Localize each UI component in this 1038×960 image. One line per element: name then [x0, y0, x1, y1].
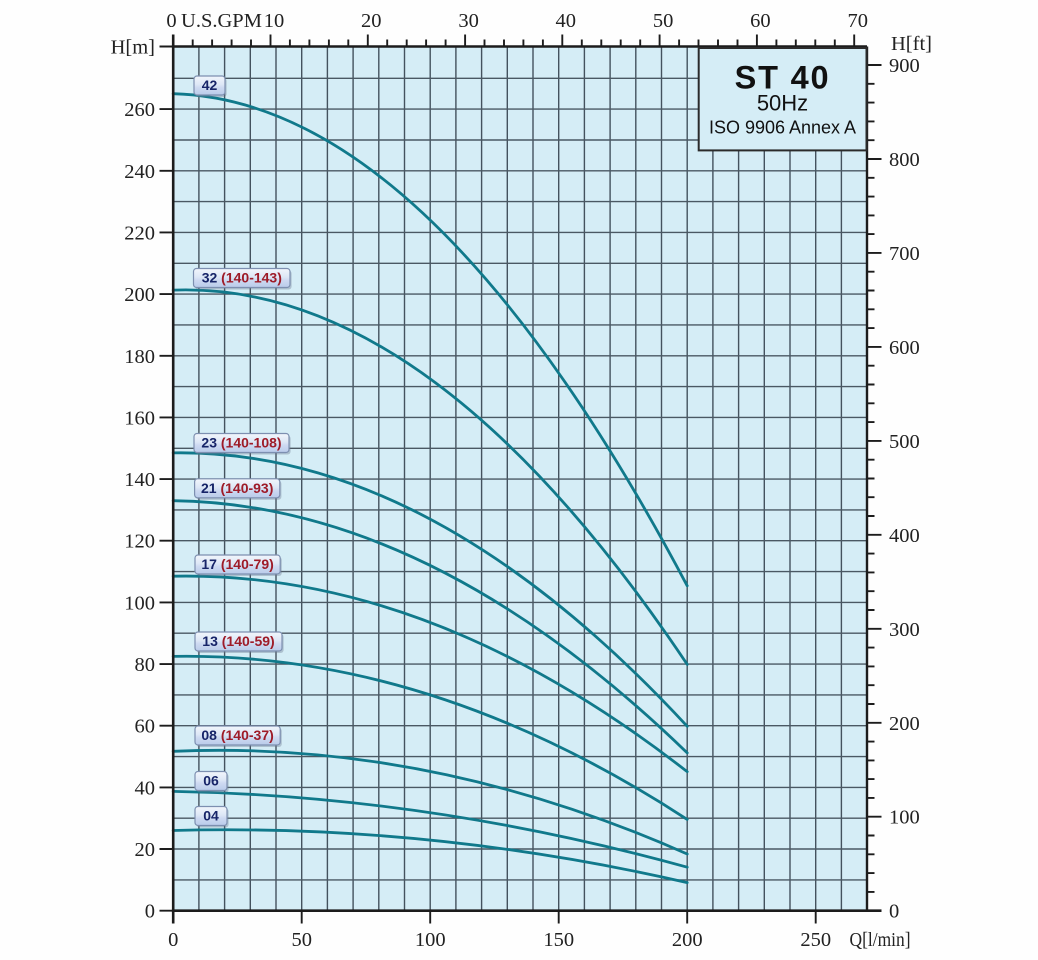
svg-text:140: 140 — [124, 469, 155, 491]
svg-text:500: 500 — [889, 431, 920, 453]
svg-text:13 (140-59): 13 (140-59) — [202, 633, 274, 649]
svg-text:U.S.GPM: U.S.GPM — [181, 10, 262, 32]
svg-text:08 (140-37): 08 (140-37) — [201, 727, 273, 743]
svg-text:60: 60 — [750, 10, 771, 32]
svg-text:30: 30 — [458, 10, 479, 32]
svg-text:H[m]: H[m] — [111, 37, 155, 59]
svg-text:260: 260 — [124, 99, 155, 121]
svg-text:23 (140-108): 23 (140-108) — [201, 435, 281, 451]
svg-text:300: 300 — [889, 619, 920, 641]
svg-text:20: 20 — [361, 10, 382, 32]
svg-text:32 (140-143): 32 (140-143) — [202, 270, 282, 286]
svg-text:ISO 9906 Annex A: ISO 9906 Annex A — [709, 118, 856, 138]
svg-text:0: 0 — [168, 929, 178, 951]
svg-text:ST 40: ST 40 — [735, 60, 831, 96]
svg-text:240: 240 — [124, 161, 155, 183]
svg-text:04: 04 — [203, 808, 219, 824]
svg-text:160: 160 — [124, 407, 155, 429]
svg-text:40: 40 — [135, 777, 156, 799]
svg-text:17 (140-79): 17 (140-79) — [201, 556, 273, 572]
svg-text:20: 20 — [135, 839, 156, 861]
svg-text:80: 80 — [135, 654, 156, 676]
svg-text:150: 150 — [543, 929, 574, 951]
svg-text:220: 220 — [124, 222, 155, 244]
svg-text:120: 120 — [124, 531, 155, 553]
svg-text:42: 42 — [202, 77, 218, 93]
svg-text:180: 180 — [124, 346, 155, 368]
svg-text:21 (140-93): 21 (140-93) — [201, 480, 273, 496]
svg-text:50: 50 — [653, 10, 674, 32]
svg-text:Q[l/min]: Q[l/min] — [850, 929, 911, 951]
svg-text:0: 0 — [166, 10, 176, 32]
svg-text:100: 100 — [124, 592, 155, 614]
svg-text:0: 0 — [889, 901, 899, 923]
svg-text:200: 200 — [124, 284, 155, 306]
svg-text:700: 700 — [889, 243, 920, 265]
svg-text:100: 100 — [889, 807, 920, 829]
svg-text:50: 50 — [291, 929, 312, 951]
svg-text:250: 250 — [800, 929, 831, 951]
svg-text:0: 0 — [145, 901, 155, 923]
svg-text:400: 400 — [889, 525, 920, 547]
svg-text:200: 200 — [672, 929, 703, 951]
svg-text:100: 100 — [415, 929, 446, 951]
svg-text:200: 200 — [889, 713, 920, 735]
svg-text:60: 60 — [135, 716, 156, 738]
svg-text:06: 06 — [203, 773, 219, 789]
svg-text:50Hz: 50Hz — [757, 91, 808, 116]
svg-text:70: 70 — [847, 10, 868, 32]
svg-text:40: 40 — [556, 10, 577, 32]
svg-text:800: 800 — [889, 149, 920, 171]
svg-text:900: 900 — [889, 55, 920, 77]
svg-text:H[ft]: H[ft] — [891, 33, 932, 55]
svg-text:600: 600 — [889, 337, 920, 359]
svg-text:10: 10 — [264, 10, 285, 32]
